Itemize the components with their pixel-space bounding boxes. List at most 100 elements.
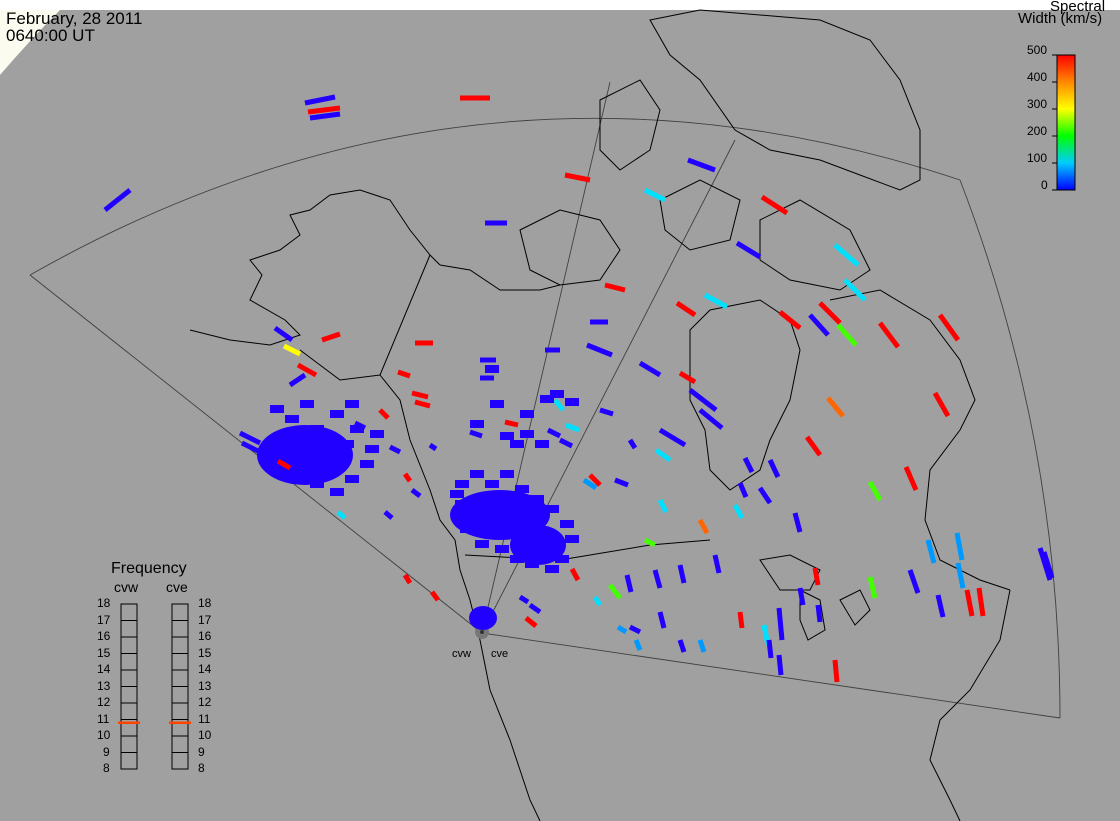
frequency-cell-cve [171,702,189,720]
fov-edge-west [29,274,483,634]
freq-tick-left-11: 11 [97,712,110,726]
colorbar-tick-200: 200 [1027,124,1048,138]
echo-segment-106 [411,390,429,400]
frequency-cell-cve [171,686,189,704]
colorbar-title-line1: Spectral [1050,0,1106,15]
echo-block-2 [300,400,314,408]
echo-block-35 [535,440,549,448]
frequency-cell-cvw [120,603,138,621]
pacific-coast [299,349,481,641]
echo-block-8 [320,455,334,463]
echo-segment-87 [402,573,413,585]
echo-segment-92 [410,488,422,498]
echo-segment-99 [546,427,562,439]
radar-label-cvw: cvw [452,648,471,660]
echo-segment-32 [586,342,613,358]
echo-segment-79 [582,477,598,491]
echo-segment-83 [697,639,707,653]
freq-tick-right-13: 13 [198,679,212,693]
freq-tick-left-17: 17 [97,613,111,627]
freq-tick-left-10: 10 [97,728,111,742]
echo-segment-76 [608,583,622,600]
echo-segment-94 [336,510,347,520]
echo-segment-75 [624,574,634,593]
echo-segment-113 [524,616,538,628]
echo-segment-0 [304,94,336,106]
echo-segment-61 [832,659,840,683]
echo-segment-45 [737,482,749,498]
echo-block-40 [485,365,499,373]
echo-segment-5 [564,172,591,183]
echo-segment-43 [767,458,781,479]
echo-block-15 [370,430,384,438]
echo-segment-104 [627,438,638,450]
colorbar-tick-100: 100 [1027,151,1048,165]
freq-tick-left-16: 16 [97,629,111,643]
echo-segment-77 [592,595,603,607]
echo-segment-60 [737,611,745,629]
frequency-cell-cve [171,653,189,671]
echo-block-3 [310,425,324,433]
great-lake-superior [759,554,821,591]
fov-edge-south [481,632,1061,719]
freq-tick-right-11: 11 [198,712,211,726]
coastlines [189,9,1011,821]
echo-segment-35 [688,388,718,412]
echo-segment-38 [932,391,951,418]
frequency-cell-cvw [120,620,138,638]
freq-tick-right-9: 9 [198,745,205,759]
freq-tick-right-12: 12 [198,695,212,709]
echo-segment-55 [815,604,823,623]
arctic-island-2 [599,79,661,171]
echo-segment-33 [638,360,662,378]
echo-segment-50 [867,480,883,502]
echo-block-4 [330,410,344,418]
echo-segment-66 [955,562,966,589]
echo-segment-88 [430,590,440,602]
colorbar-ticks [1052,54,1057,191]
echo-segment-52 [792,512,803,533]
echo-segment-7 [687,157,716,173]
echo-segment-26 [288,372,307,388]
echo-segment-65 [954,532,965,561]
echo-segment-95 [276,458,292,471]
echo-segment-107 [414,399,431,409]
freq-tick-left-13: 13 [97,679,111,693]
freq-tick-left-12: 12 [97,695,111,709]
us-east-coast [929,589,1011,821]
echo-block-24 [565,535,579,543]
echo-segment-51 [903,466,919,491]
echo-segment-63 [907,569,921,594]
echo-segment-71 [1041,551,1055,579]
echo-segment-81 [657,611,667,629]
echo-segment-69 [976,587,986,617]
alaska-coast [189,189,441,346]
echo-block-30 [510,555,524,563]
freq-tick-left-14: 14 [97,662,111,676]
echo-block-0 [270,405,284,413]
echo-segment-110 [240,440,264,456]
echo-block-33 [510,440,524,448]
hudson-bay [689,299,801,491]
field-of-view-outline [29,81,1061,719]
frequency-columns [118,603,191,770]
echo-segment-23 [282,343,302,357]
snow-corner [0,10,60,75]
echo-segment-39 [804,435,823,457]
echo-block-23 [560,520,574,528]
echo-segment-49 [643,537,657,548]
echo-segment-80 [614,477,629,488]
echo-segment-6 [643,187,667,203]
echo-segment-74 [712,554,722,574]
echo-segment-70 [1037,547,1053,581]
freq-tick-right-10: 10 [198,728,212,742]
freq-tick-right-14: 14 [198,662,212,676]
echo-block-37 [550,390,564,398]
echo-segment-101 [558,437,574,449]
echo-block-26 [545,565,559,573]
north-coast [439,264,561,291]
echo-segment-10 [735,240,762,260]
echo-segment-13 [703,292,729,310]
